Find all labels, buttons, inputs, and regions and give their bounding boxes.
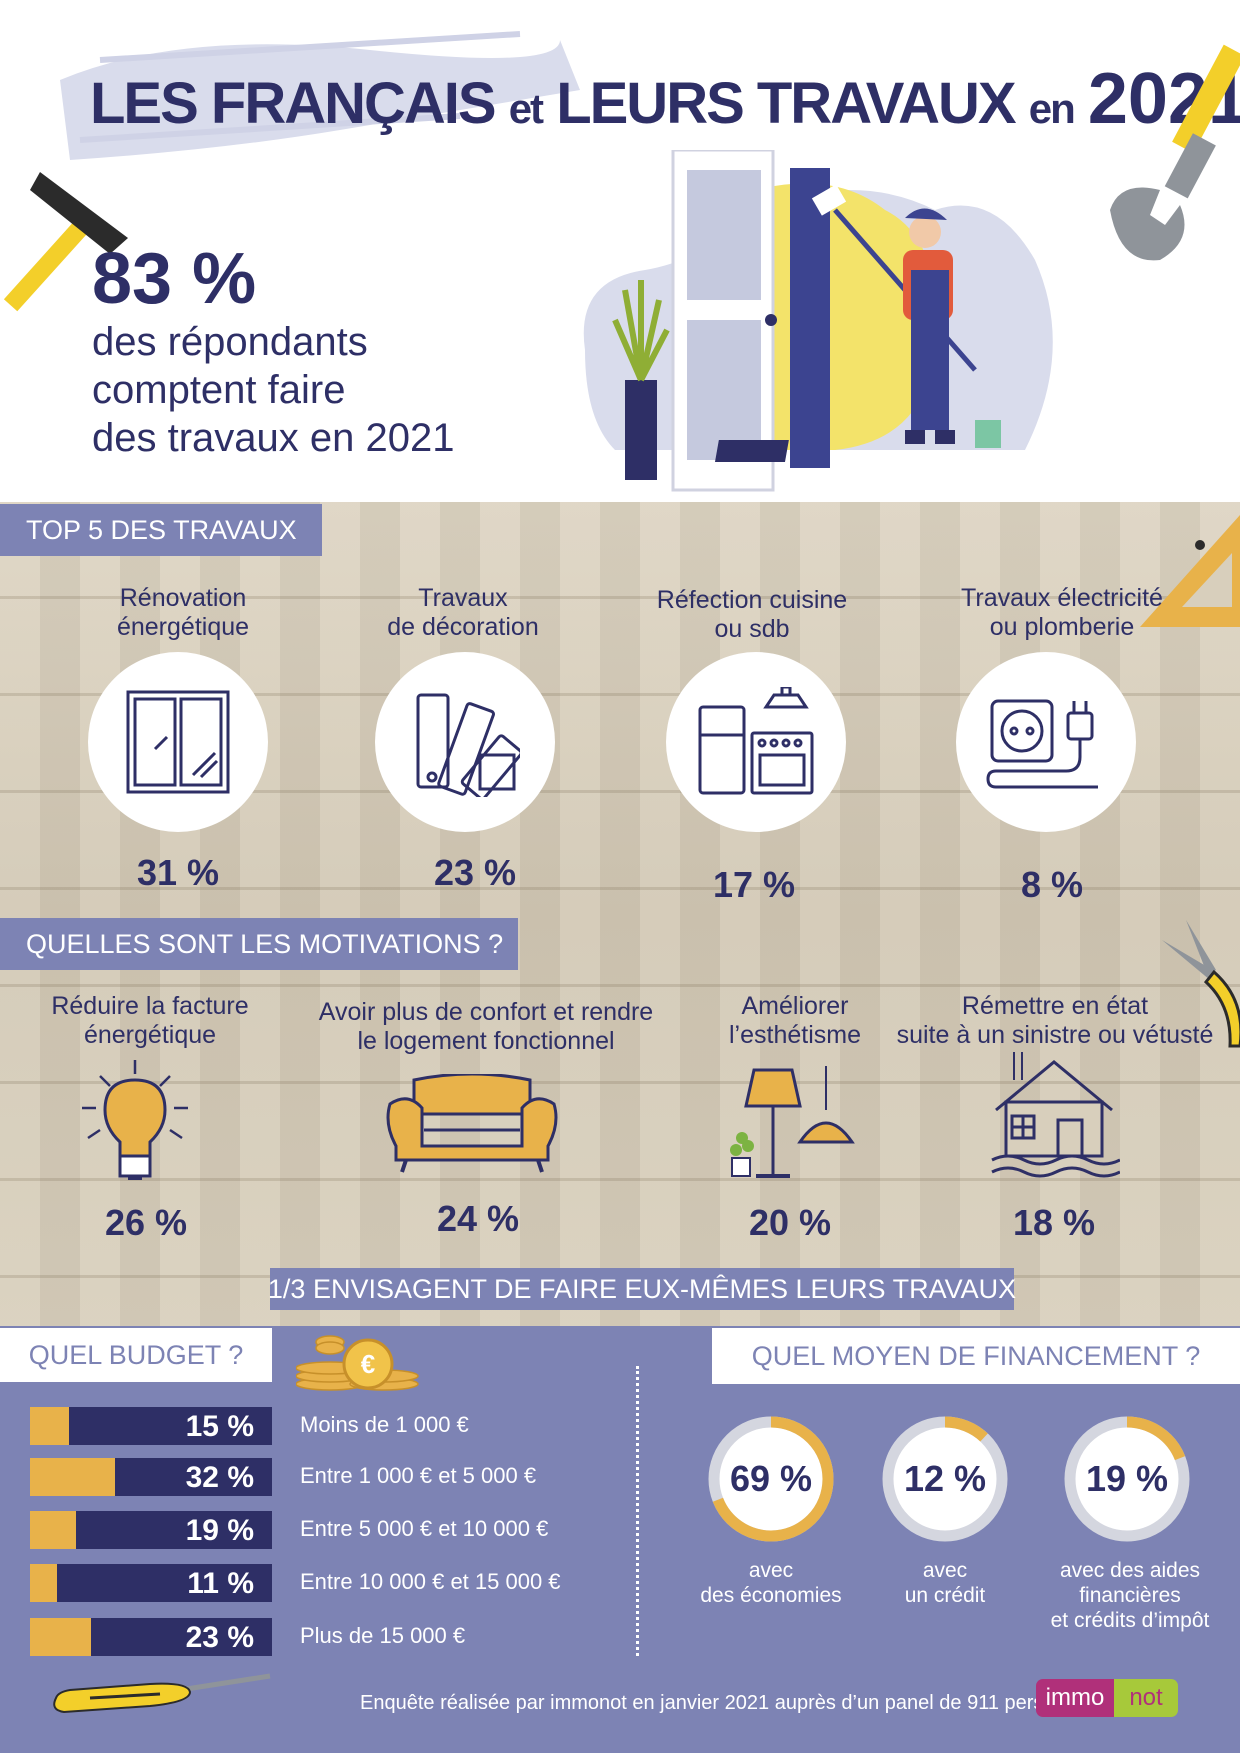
brush-stroke-decoration [60, 31, 580, 160]
budget-bar-value: 15 % [185, 1410, 254, 1443]
donut-value: 69 % [730, 1458, 812, 1499]
set-square-icon [1140, 515, 1240, 627]
source-note: Enquête réalisée par immonot en janvier … [360, 1692, 1098, 1714]
budget-bar-fill [30, 1511, 76, 1549]
top5-circle-energy [88, 652, 268, 832]
immonot-logo: immo not [1036, 1679, 1178, 1717]
financing-donut: 19 % [1064, 1416, 1190, 1542]
budget-bar-fill [30, 1407, 69, 1445]
wood-background [0, 502, 1240, 1326]
donut-arc [882, 1416, 1008, 1542]
budget-bar: 32 % [30, 1458, 272, 1496]
headline-text: des répondants comptent faire des travau… [92, 320, 455, 460]
financing-label: avec un crédit [904, 1559, 986, 1607]
top5-pct-kitchen: 17 % [712, 864, 796, 905]
budget-bar-value: 19 % [185, 1514, 254, 1547]
motivation-label-energy: Réduire la facture énergétique [51, 992, 249, 1049]
budget-bar: 23 % [30, 1618, 272, 1656]
hammer-icon [3, 172, 128, 312]
motivation-label-repair: Rémettre en état suite à un sinistre ou v… [896, 992, 1214, 1049]
logo-left: immo [1036, 1679, 1114, 1717]
budget-bar-fill [30, 1458, 115, 1496]
dotted-divider [636, 1366, 639, 1656]
top5-pct-electricity: 8 % [1020, 864, 1084, 905]
budget-bar: 11 % [30, 1564, 272, 1602]
diy-band: 1/3 ENVISAGENT DE FAIRE EUX-MÊMES LEURS … [268, 1268, 1016, 1310]
budget-label: Entre 1 000 € et 5 000 € [300, 1463, 537, 1488]
top5-pct-decoration: 23 % [433, 852, 517, 893]
budget-bar-fill [30, 1564, 57, 1602]
flooded-house-icon [991, 1052, 1120, 1178]
top5-pct-energy: 31 % [136, 852, 220, 893]
lightbulb-icon [82, 1060, 188, 1180]
motivation-pct-comfort: 24 % [436, 1198, 520, 1239]
motivation-pct-aesthetics: 20 % [748, 1202, 832, 1243]
donut-value: 19 % [1086, 1458, 1168, 1499]
top5-label-electricity: Travaux électricité ou plomberie [961, 584, 1163, 641]
budget-bar: 15 % [30, 1407, 272, 1445]
donut-arc [1064, 1416, 1190, 1542]
top5-label-kitchen: Réfection cuisine ou sdb [656, 586, 848, 643]
power-socket-icon [986, 699, 1098, 789]
kitchen-icon [698, 687, 814, 795]
color-swatch-icon [416, 693, 520, 797]
sofa-icon [386, 1074, 558, 1173]
wrench-icon [1110, 44, 1240, 261]
financing-donut: 69 % [708, 1416, 834, 1542]
top5-band: TOP 5 DES TRAVAUX [0, 504, 322, 556]
donut-arc [708, 1416, 834, 1542]
financing-donut: 12 % [882, 1416, 1008, 1542]
budget-bar-value: 11 % [187, 1567, 254, 1600]
page-title: LES FRANÇAIS et LEURS TRAVAUX en 2021 [90, 59, 1240, 139]
headline-percentage: 83 % [92, 239, 257, 319]
budget-label: Plus de 15 000 € [300, 1623, 466, 1648]
budget-label: Entre 10 000 € et 15 000 € [300, 1569, 561, 1594]
motivation-pct-energy: 26 % [104, 1202, 188, 1243]
top5-circle-decoration [375, 652, 555, 832]
motivation-label-comfort: Avoir plus de confort et rendre le logeme… [318, 998, 654, 1055]
financing-heading: QUEL MOYEN DE FINANCEMENT ? [712, 1328, 1240, 1384]
financing-label: avec des aides financières et crédits d’im… [1050, 1559, 1210, 1632]
budget-bar: 19 % [30, 1511, 272, 1549]
donut-value: 12 % [904, 1458, 986, 1499]
coins-euro-icon: € [296, 1335, 419, 1391]
window-icon [126, 690, 230, 794]
budget-bar-value: 23 % [185, 1621, 254, 1654]
motivation-label-aesthetics: Améliorer l’esthétisme [729, 992, 861, 1049]
svg-text:€: € [361, 1349, 375, 1379]
top5-circle-electricity [956, 652, 1136, 832]
budget-label: Entre 5 000 € et 10 000 € [300, 1516, 549, 1541]
lamp-icon [730, 1066, 855, 1178]
financing-label: avec des économies [700, 1559, 842, 1607]
top5-circle-kitchen [666, 652, 846, 832]
budget-bar-value: 32 % [185, 1461, 254, 1494]
top5-label-decoration: Travaux de décoration [387, 584, 539, 641]
budget-heading: QUEL BUDGET ? [0, 1328, 272, 1382]
painter-illustration [583, 150, 1053, 492]
screwdriver-icon [53, 1673, 271, 1714]
logo-right: not [1114, 1679, 1178, 1717]
budget-bar-fill [30, 1618, 91, 1656]
motivations-band: QUELLES SONT LES MOTIVATIONS ? [0, 918, 518, 970]
budget-label: Moins de 1 000 € [300, 1412, 469, 1437]
top5-label-energy: Rénovation énergétique [116, 584, 250, 641]
motivation-pct-repair: 18 % [1012, 1202, 1096, 1243]
pliers-icon [1162, 920, 1240, 1048]
